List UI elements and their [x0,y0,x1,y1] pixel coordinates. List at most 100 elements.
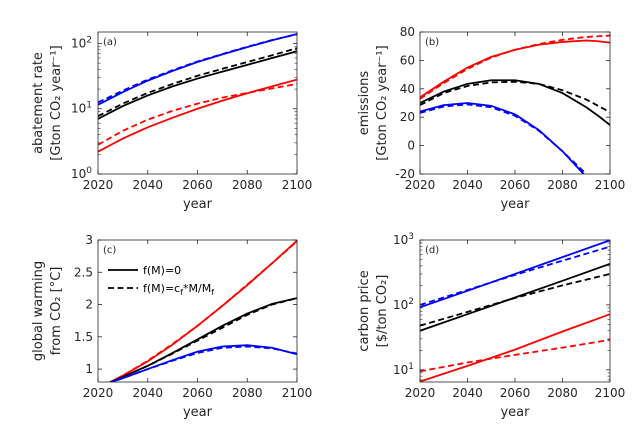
series-line [420,245,610,306]
panel-label: (c) [103,245,116,256]
series-line [98,50,297,120]
legend-text: *M/M [183,282,211,295]
y-axis-label: from CO₂ [°C] [49,267,64,356]
axes-frame [419,31,611,175]
x-axis-label: year [500,405,530,420]
legend-subscript: f [180,288,183,297]
tick-exponent: 2 [408,297,414,307]
series-line [420,240,610,309]
axes-frame [419,239,611,383]
legend: f(M)=0f(M)=cf*M/Mf [108,264,214,297]
series-line [420,338,610,373]
y-tick-label: 20 [400,110,415,124]
x-tick-label: 2080 [232,386,263,400]
y-tick-label: -20 [395,167,415,181]
x-tick-label: 2020 [405,178,436,192]
panel-a: 2020 2040 2060 2080 2100year100101102abateme… [31,31,313,212]
x-tick-label: 2020 [83,178,114,192]
x-tick-label: 2040 [452,178,483,192]
legend-text: f(M)=c [143,282,180,295]
series-line [108,240,297,382]
y-tick-label: 0 [407,139,415,153]
x-tick-label: 2080 [547,178,578,192]
series-line [98,78,297,153]
panel-c: 2020 2040 2060 2080 2100 year 1 1.5 2 2.5 3 global … [31,233,312,420]
x-tick-label: 2060 [500,178,531,192]
series-line [98,33,297,104]
x-axis-label: year [500,197,530,212]
panel-b: 2020 2040 2060 2080 2100year-20020406080emis… [357,25,625,212]
x-tick-label: 2100 [595,386,626,400]
tick-exponent: 1 [408,362,414,372]
y-tick-label: 40 [400,82,415,96]
x-tick-label: 2040 [452,386,483,400]
y-axis-label: carbon price [357,270,372,351]
tick-base: 10 [393,363,408,377]
series-line [420,103,587,174]
series-group [98,33,297,153]
y-tick-label: 101 [71,101,92,116]
y-tick-label: 100 [71,166,92,181]
panel-label: (d) [425,245,439,256]
tick-exponent: 0 [86,166,92,176]
y-tick-label: 101 [393,362,414,377]
tick-exponent: 3 [408,232,414,242]
x-tick-label: 2020 [83,386,114,400]
tick-exponent: 1 [86,101,92,111]
x-tick-label: 2060 [500,386,531,400]
series-line [420,34,610,100]
panel-label: (a) [103,37,117,48]
tick-exponent: 2 [86,35,92,45]
legend-subscript: f [211,288,214,297]
y-axis-label: [$/ton CO₂] [375,275,390,348]
panel-label: (b) [425,37,439,48]
tick-base: 10 [71,167,86,181]
y-axis-label: global warming [31,261,46,361]
x-tick-label: 2100 [282,386,313,400]
x-tick-label: 2100 [595,178,626,192]
tick-base: 10 [393,233,408,247]
y-axis-label: abatement rate [31,52,46,154]
series-line [108,297,297,382]
y-tick-label: 3 [85,233,93,247]
x-tick-label: 2080 [547,386,578,400]
y-tick-label: 2.5 [74,265,93,279]
y-tick-label: 60 [400,53,415,67]
x-axis-label: year [183,405,213,420]
tick-base: 10 [71,36,86,50]
series-line [420,313,610,382]
y-tick-label: 102 [393,297,414,312]
x-tick-label: 2060 [182,178,213,192]
series-line [108,345,297,382]
y-axis-label: [Gton CO₂ year⁻¹] [375,45,390,160]
axes-frame [97,239,298,383]
y-tick-label: 102 [71,35,92,50]
series-line [420,273,610,327]
tick-base: 10 [393,298,408,312]
legend-label: f(M)=cf*M/Mf [143,282,214,297]
series-line [108,344,297,382]
series-line [420,80,610,114]
x-tick-label: 2020 [405,386,436,400]
series-line [420,79,610,126]
y-tick-label: 80 [400,25,415,39]
series-group [108,240,297,382]
x-tick-label: 2080 [232,178,263,192]
series-line [98,47,297,117]
tick-base: 10 [71,102,86,116]
series-group [420,34,610,174]
series-group [420,240,610,382]
series-line [108,240,297,382]
panel-d: 2020 2040 2060 2080 2100year101102103carbon … [357,232,625,420]
legend-label: f(M)=0 [143,264,181,277]
x-tick-label: 2060 [182,386,213,400]
x-tick-label: 2100 [282,178,313,192]
x-tick-label: 2040 [132,178,163,192]
y-axis-label: [Gton CO₂ year⁻¹] [49,45,64,160]
series-line [420,102,585,174]
y-tick-label: 1.5 [74,330,93,344]
y-tick-label: 1 [85,362,93,376]
series-line [98,83,297,146]
series-line [98,33,297,106]
